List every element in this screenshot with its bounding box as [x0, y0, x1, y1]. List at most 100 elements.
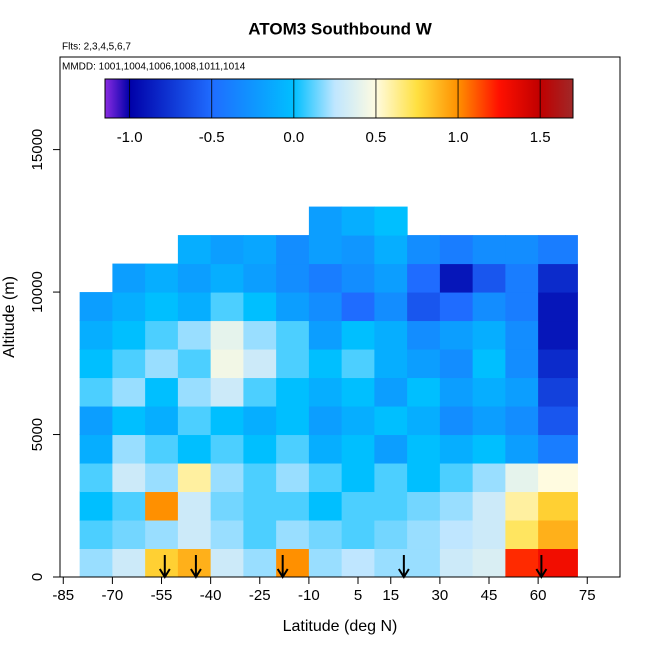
heat-cell	[79, 377, 113, 407]
heat-cell	[505, 406, 539, 436]
heat-cell	[374, 406, 408, 436]
heat-cell	[276, 434, 310, 464]
heat-cell	[374, 206, 408, 236]
colorbar-tick-label: -0.5	[199, 129, 225, 146]
heat-cell	[374, 235, 408, 265]
heat-cell	[112, 377, 146, 407]
heat-cell	[472, 491, 506, 521]
subtitle: Flts: 2,3,4,5,6,7	[62, 42, 131, 53]
heat-cell	[145, 434, 179, 464]
heat-cell	[112, 491, 146, 521]
chart-title: ATOM3 Southbound W	[248, 19, 432, 38]
heat-cell	[505, 263, 539, 293]
x-tick-label: 75	[579, 587, 596, 604]
x-tick-label: -55	[151, 587, 173, 604]
heat-cell	[407, 235, 441, 265]
heat-cell	[439, 463, 474, 493]
heat-cell	[308, 320, 343, 350]
heat-cell	[472, 292, 506, 322]
heat-cell	[505, 463, 539, 493]
heat-cell	[276, 349, 310, 379]
heat-cell	[374, 320, 408, 350]
heat-cell	[374, 548, 408, 578]
heat-cell	[243, 320, 277, 350]
heat-cell	[210, 548, 244, 578]
heat-cell	[505, 235, 539, 265]
heat-cell	[472, 320, 506, 350]
heat-cell	[407, 292, 441, 322]
heat-cell	[276, 406, 310, 436]
colorbar-tick-label: 1.0	[448, 129, 469, 146]
heat-cell	[308, 349, 343, 379]
heat-cell	[407, 377, 441, 407]
heat-cell	[538, 406, 578, 436]
heat-cell	[112, 349, 146, 379]
heat-cell	[243, 520, 277, 550]
heat-cell	[79, 520, 113, 550]
heat-cell	[276, 320, 310, 350]
x-tick-label: 30	[432, 587, 449, 604]
plot-frame	[59, 56, 621, 578]
heat-cell	[374, 263, 408, 293]
heat-cell	[177, 520, 212, 550]
heat-cell	[79, 434, 113, 464]
heat-cell	[243, 292, 277, 322]
heat-cell	[472, 463, 506, 493]
heat-cell	[177, 463, 212, 493]
heat-cell	[112, 520, 146, 550]
heat-cell	[210, 349, 244, 379]
heat-cell	[538, 463, 578, 493]
heat-cell	[407, 434, 441, 464]
heat-cell	[79, 349, 113, 379]
heat-cell	[145, 463, 179, 493]
heat-cell	[276, 235, 310, 265]
heat-cell	[79, 292, 113, 322]
heat-cell	[374, 463, 408, 493]
heat-cell	[308, 377, 343, 407]
heat-cell	[472, 349, 506, 379]
heat-cell	[243, 463, 277, 493]
heat-cell	[505, 292, 539, 322]
heat-cell	[341, 349, 375, 379]
heat-cell	[505, 434, 539, 464]
colorbar-tick-label: 0.5	[366, 129, 387, 146]
heat-cell	[210, 463, 244, 493]
heat-cell	[145, 491, 179, 521]
heat-cell	[341, 463, 375, 493]
heat-cell	[439, 548, 474, 578]
x-tick-label: -70	[102, 587, 124, 604]
heat-cell	[472, 235, 506, 265]
y-tick-label: 0	[29, 573, 46, 581]
heat-cell	[407, 548, 441, 578]
x-tick-label: -10	[298, 587, 320, 604]
heat-cell	[374, 377, 408, 407]
heat-cell	[243, 349, 277, 379]
x-tick-label: -85	[52, 587, 74, 604]
heat-cell	[308, 206, 343, 236]
heat-cell	[145, 292, 179, 322]
heat-cell	[112, 406, 146, 436]
heat-cell	[308, 263, 343, 293]
heat-cell	[210, 235, 244, 265]
heat-cell	[112, 320, 146, 350]
heat-cell	[177, 349, 212, 379]
y-axis-label: Altitude (m)	[1, 276, 18, 358]
x-tick-label: 45	[481, 587, 498, 604]
x-tick-label: 60	[530, 587, 547, 604]
annotation: MMDD: 1001,1004,1006,1008,1011,1014	[62, 62, 246, 73]
x-tick-label: 15	[382, 587, 399, 604]
heat-cell	[210, 263, 244, 293]
heat-cell	[243, 491, 277, 521]
heat-cell	[243, 377, 277, 407]
heat-cell	[308, 292, 343, 322]
heat-cell	[177, 320, 212, 350]
heat-cell	[276, 548, 310, 578]
colorbar-tick-label: 0.0	[283, 129, 304, 146]
heat-cell	[374, 349, 408, 379]
heat-cell	[505, 349, 539, 379]
heat-cell	[145, 406, 179, 436]
heat-cell	[308, 235, 343, 265]
heat-cell	[308, 406, 343, 436]
heat-cell	[538, 292, 578, 322]
heat-cell	[505, 377, 539, 407]
